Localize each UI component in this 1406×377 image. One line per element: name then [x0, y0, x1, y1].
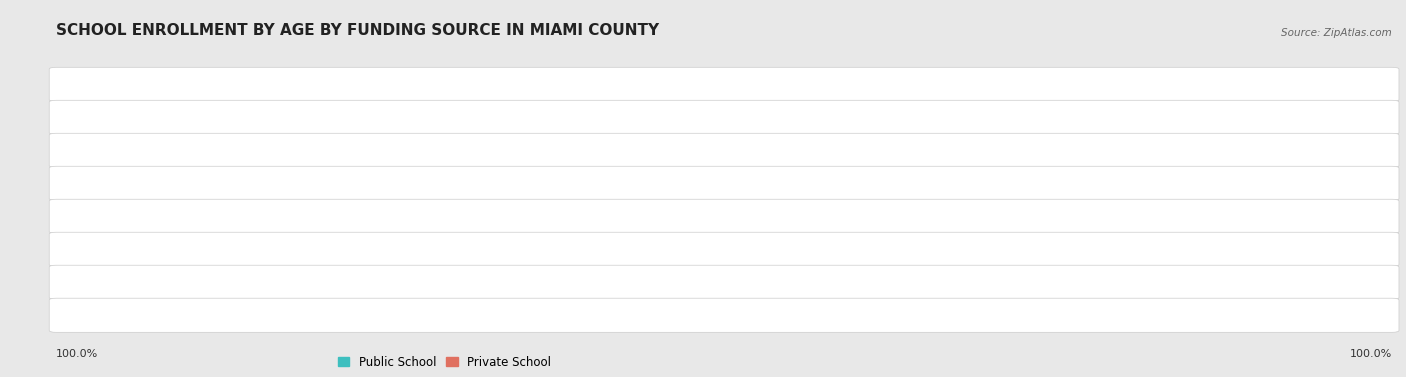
FancyBboxPatch shape: [530, 203, 1392, 230]
FancyBboxPatch shape: [530, 173, 564, 193]
FancyBboxPatch shape: [530, 272, 638, 293]
FancyBboxPatch shape: [56, 269, 530, 296]
FancyBboxPatch shape: [530, 269, 1392, 296]
FancyBboxPatch shape: [188, 74, 530, 95]
Text: 96.1%: 96.1%: [284, 178, 321, 188]
Text: 100.0%: 100.0%: [56, 349, 98, 359]
Text: 82.4%: 82.4%: [316, 112, 353, 123]
FancyBboxPatch shape: [101, 140, 530, 161]
FancyBboxPatch shape: [56, 104, 530, 131]
Text: 24.1%: 24.1%: [751, 244, 785, 254]
FancyBboxPatch shape: [56, 170, 530, 197]
FancyBboxPatch shape: [530, 305, 659, 325]
Text: 12.6%: 12.6%: [652, 277, 685, 287]
FancyBboxPatch shape: [56, 71, 530, 98]
Text: 85.0%: 85.0%: [311, 310, 347, 320]
FancyBboxPatch shape: [56, 203, 530, 230]
FancyBboxPatch shape: [530, 71, 1392, 98]
Text: 15 to 17 Year Olds: 15 to 17 Year Olds: [418, 178, 513, 188]
FancyBboxPatch shape: [530, 104, 1392, 131]
FancyBboxPatch shape: [530, 170, 1392, 197]
FancyBboxPatch shape: [170, 239, 530, 259]
Text: 17.6%: 17.6%: [695, 112, 728, 123]
Text: 35 Years and over: 35 Years and over: [420, 310, 513, 320]
Text: 97.1%: 97.1%: [283, 211, 318, 221]
FancyBboxPatch shape: [128, 305, 530, 325]
Text: 5 to 9 Year Old: 5 to 9 Year Old: [436, 112, 513, 123]
Text: 3.9%: 3.9%: [576, 178, 603, 188]
FancyBboxPatch shape: [530, 107, 682, 127]
FancyBboxPatch shape: [70, 206, 530, 227]
Legend: Public School, Private School: Public School, Private School: [333, 351, 555, 373]
FancyBboxPatch shape: [530, 302, 1392, 329]
FancyBboxPatch shape: [530, 236, 1392, 263]
Text: 2.9%: 2.9%: [568, 211, 595, 221]
Text: 3 to 4 Year Olds: 3 to 4 Year Olds: [432, 79, 513, 89]
Text: 90.6%: 90.6%: [298, 145, 333, 155]
Text: Source: ZipAtlas.com: Source: ZipAtlas.com: [1281, 28, 1392, 38]
Text: 18 to 19 Year Olds: 18 to 19 Year Olds: [418, 211, 513, 221]
FancyBboxPatch shape: [530, 137, 1392, 164]
Text: 20 to 24 Year Olds: 20 to 24 Year Olds: [418, 244, 513, 254]
Text: 100.0%: 100.0%: [1350, 349, 1392, 359]
FancyBboxPatch shape: [530, 206, 555, 227]
Text: 9.4%: 9.4%: [624, 145, 651, 155]
FancyBboxPatch shape: [56, 236, 530, 263]
FancyBboxPatch shape: [139, 107, 530, 127]
Text: 75.9%: 75.9%: [332, 244, 368, 254]
Text: 25 to 34 Year Olds: 25 to 34 Year Olds: [418, 277, 513, 287]
FancyBboxPatch shape: [56, 302, 530, 329]
Text: 27.9%: 27.9%: [783, 79, 817, 89]
FancyBboxPatch shape: [530, 239, 738, 259]
FancyBboxPatch shape: [530, 140, 612, 161]
Text: 10 to 14 Year Olds: 10 to 14 Year Olds: [418, 145, 513, 155]
Text: 15.0%: 15.0%: [672, 310, 706, 320]
Text: SCHOOL ENROLLMENT BY AGE BY FUNDING SOURCE IN MIAMI COUNTY: SCHOOL ENROLLMENT BY AGE BY FUNDING SOUR…: [56, 23, 659, 38]
FancyBboxPatch shape: [115, 272, 530, 293]
FancyBboxPatch shape: [75, 173, 530, 193]
Text: 72.1%: 72.1%: [342, 79, 378, 89]
FancyBboxPatch shape: [530, 74, 770, 95]
FancyBboxPatch shape: [56, 137, 530, 164]
Text: 87.4%: 87.4%: [305, 277, 342, 287]
